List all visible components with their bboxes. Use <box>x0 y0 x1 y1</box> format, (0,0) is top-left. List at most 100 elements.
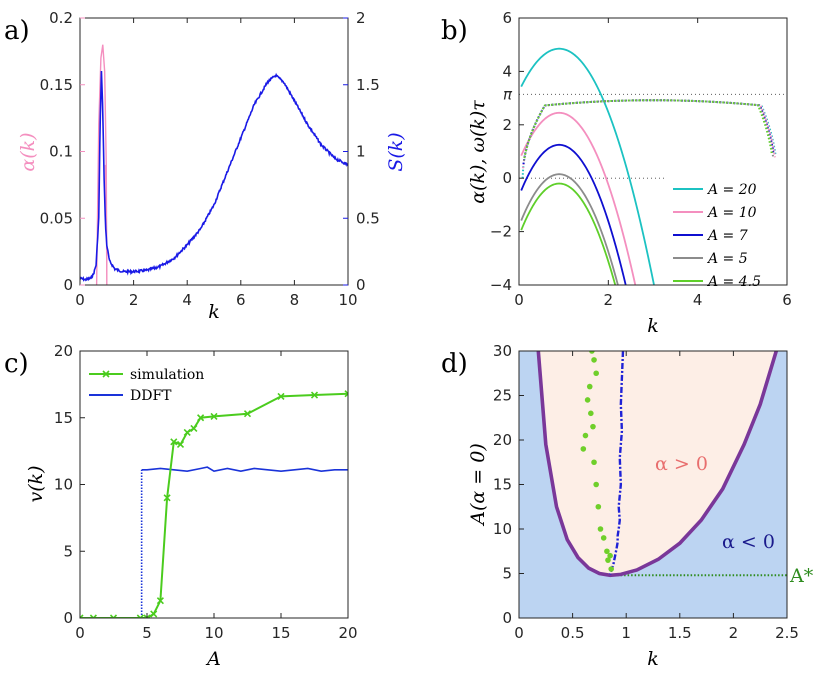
simulation-marker <box>344 390 348 398</box>
panel-b-ytick-label: 4 <box>502 62 512 80</box>
panel-label-c: c) <box>4 349 29 379</box>
simulation-marker <box>277 392 285 400</box>
panel-d-annotation-inside: α > 0 <box>655 453 708 475</box>
panel-a-right-ytick-label: 1.5 <box>356 76 380 94</box>
panel-b-plot-area <box>519 47 787 285</box>
simulation-marker <box>243 410 252 418</box>
alpha-curve-4 <box>520 182 617 285</box>
panel-d: 0 0.5 1 1.5 2 2.5 0 5 10 15 20 25 30 k A(α = 0) α > … <box>467 342 814 670</box>
simulation-marker <box>150 610 158 618</box>
legend-label-3: A = 5 <box>706 251 748 267</box>
simulation-marker <box>197 414 205 422</box>
panel-c-frame <box>79 350 349 619</box>
panel-d-xtick-label: 2 <box>729 624 739 642</box>
panel-a-left-ytick-label: 0.1 <box>49 143 73 161</box>
panel-d-xtick-label: 0 <box>514 624 524 642</box>
panel-label-a: a) <box>4 16 30 46</box>
simulation-marker <box>170 438 178 446</box>
simulation-point <box>600 535 607 541</box>
simulation-point <box>605 557 611 563</box>
simulation-point <box>607 552 613 559</box>
panel-b-ytick-label: −4 <box>490 276 512 294</box>
panel-a-left-ytick-label: 0.05 <box>40 209 73 227</box>
simulation-marker <box>109 614 118 618</box>
panel-d-xtick-label: 2.5 <box>775 624 799 642</box>
panel-a-left-ytick-label: 0.15 <box>40 76 73 94</box>
panel-c-ytick-label: 0 <box>63 609 73 627</box>
legend-label-1: DDFT <box>130 388 172 404</box>
panel-c-ytick-label: 15 <box>54 409 73 427</box>
simulation-point <box>586 383 593 390</box>
panel-b-legend: A = 20 A = 10 A = 7 A = 5 A = 4.5 <box>666 175 786 290</box>
panel-d-ticks: 0 0.5 1 1.5 2 2.5 0 5 10 15 20 25 30 <box>493 342 799 642</box>
simulation-marker <box>163 494 171 502</box>
simulation-point <box>584 397 591 403</box>
panel-d-xtick-label: 1.5 <box>668 624 692 642</box>
panel-c-ylabel: v(k) <box>25 465 47 502</box>
legend-label-0: simulation <box>130 367 204 383</box>
panel-d-ytick-label: 15 <box>493 476 512 494</box>
pi-tick-label: π <box>503 85 513 103</box>
panel-b-ytick-label: 6 <box>502 9 512 27</box>
panel-label-d: d) <box>441 349 468 379</box>
simulation-point <box>593 481 599 488</box>
panel-b-xtick-label: 4 <box>693 291 703 309</box>
alpha-curve-2 <box>520 143 627 285</box>
simulation-point <box>608 566 614 572</box>
alpha-curve-3 <box>520 173 619 285</box>
panel-b-ytick-label: 2 <box>502 116 512 134</box>
panel-a-xtick-label: 4 <box>182 291 192 309</box>
omega-curve <box>521 99 777 179</box>
panel-c: 0 5 10 15 20 0 5 10 15 20 A v(k) simulation DDFT <box>25 342 358 670</box>
legend-marker <box>102 370 110 378</box>
panel-a-right-ytick-label: 0.5 <box>356 209 380 227</box>
panel-a-left-ytick-label: 0 <box>63 276 73 294</box>
simulation-point <box>582 432 589 439</box>
panel-d-xtick-label: 0.5 <box>561 624 585 642</box>
panel-b-ytick-label: 0 <box>502 169 512 187</box>
panel-a-right-ytick-label: 1 <box>356 143 366 161</box>
ddft-curve <box>141 466 348 472</box>
panel-c-xtick-label: 15 <box>271 624 290 642</box>
simulation-point <box>604 548 610 555</box>
simulation-marker <box>143 614 151 618</box>
panel-c-xtick-label: 0 <box>75 624 85 642</box>
panel-d-xtick-label: 1 <box>621 624 631 642</box>
simulation-point <box>591 357 597 363</box>
legend-label-0: A = 20 <box>706 182 757 198</box>
omega-curve <box>522 99 775 162</box>
panel-d-ytick-label: 30 <box>493 342 512 360</box>
panel-c-plot-area <box>80 390 348 618</box>
panel-c-ytick-label: 5 <box>63 542 73 560</box>
panel-b-frame <box>518 17 788 286</box>
legend-label-4: A = 4.5 <box>706 274 761 290</box>
simulation-marker <box>80 614 84 618</box>
panel-a-xtick-label: 0 <box>75 291 85 309</box>
omega-curve <box>522 99 775 165</box>
simulation-point <box>595 503 602 510</box>
panel-a-ylabel-right: S(k) <box>385 132 407 171</box>
panel-b: π 0 2 4 6 −4 −2 0 2 4 6 k α(k), ω(k)τ A = 20 A = 10… <box>467 9 792 337</box>
panel-a-xlabel: k <box>208 301 220 323</box>
panel-b-xtick-label: 0 <box>514 291 524 309</box>
panel-c-xtick-label: 20 <box>338 624 357 642</box>
panel-c-ticks: 0 5 10 15 20 0 5 10 15 20 <box>54 342 358 642</box>
panel-b-ylabel: α(k), ω(k)τ <box>467 100 489 204</box>
panel-d-plot-area <box>519 351 787 618</box>
alpha-positive-region <box>538 351 777 576</box>
simulation-point <box>597 526 604 532</box>
simulation-point <box>580 446 587 452</box>
panel-a-right-ytick-label: 0 <box>356 276 366 294</box>
panel-d-annotation-threshold: A* <box>789 565 814 587</box>
panel-b-legend-box <box>666 175 786 285</box>
simulation-point <box>588 410 594 417</box>
omega-curve <box>523 99 773 159</box>
panel-b-ytick-label: −2 <box>490 223 512 241</box>
panel-c-xtick-label: 5 <box>142 624 152 642</box>
panel-d-ylabel: A(α = 0) <box>467 443 489 526</box>
panel-a-xtick-label: 10 <box>338 291 357 309</box>
panel-a-frame <box>79 17 349 286</box>
panel-a-right-ytick-label: 2 <box>356 9 366 27</box>
